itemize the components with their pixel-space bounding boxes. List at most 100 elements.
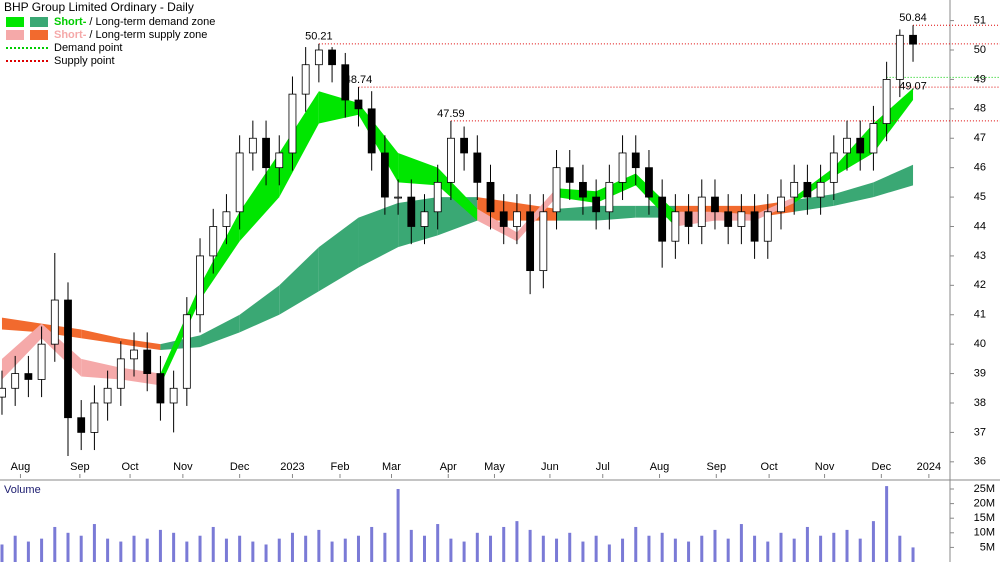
candle-body <box>856 137 865 154</box>
candle-body <box>407 196 416 227</box>
legend-swatch <box>6 30 24 40</box>
candle-body <box>380 152 389 198</box>
candle-body <box>750 211 759 242</box>
candle-body <box>447 137 455 183</box>
volume-bar <box>568 532 572 562</box>
volume-bar <box>541 535 545 562</box>
candle-body <box>579 181 587 198</box>
legend-swatch <box>6 17 24 27</box>
volume-bar <box>700 535 704 562</box>
volume-bar <box>819 535 823 562</box>
long-term-zone <box>556 205 597 221</box>
volume-bar <box>726 538 730 562</box>
volume-bar <box>779 532 783 562</box>
volume-bar <box>224 538 228 562</box>
x-tick-label: Apr <box>440 461 457 473</box>
legend-text: Demand point <box>54 42 123 54</box>
volume-label: Volume <box>4 484 41 496</box>
volume-bar <box>409 529 413 562</box>
candle-body <box>631 152 640 169</box>
volume-bar <box>713 529 717 562</box>
volume-bar <box>594 535 598 562</box>
candle-body <box>869 123 878 154</box>
candle-body <box>645 167 653 198</box>
volume-bar <box>753 535 757 562</box>
long-term-zone <box>358 202 399 268</box>
candle-body <box>314 49 323 66</box>
volume-bar <box>871 521 875 562</box>
volume-bar <box>502 526 506 562</box>
candle-body <box>116 358 125 389</box>
long-term-zone <box>833 182 874 206</box>
volume-bar <box>66 532 70 562</box>
candle-body <box>684 211 693 227</box>
volume-tick-label: 5M <box>980 541 995 553</box>
candle-body <box>658 196 667 242</box>
legend-text: / Long-term supply zone <box>89 29 207 41</box>
volume-bar <box>634 526 638 562</box>
candle-body <box>367 108 376 154</box>
candle-body <box>394 196 402 199</box>
volume-bar <box>26 541 30 562</box>
volume-bar <box>462 541 466 562</box>
y-tick-label: 47 <box>974 132 986 144</box>
volume-bar <box>0 544 4 562</box>
candle-body <box>37 343 46 380</box>
candle-body <box>460 137 469 154</box>
short-term-zone <box>200 211 240 301</box>
short-term-zone <box>279 91 319 198</box>
candle-body <box>90 402 99 433</box>
candle-body <box>235 152 244 213</box>
volume-bar <box>515 521 519 562</box>
y-tick-label: 48 <box>974 103 986 115</box>
candle-body <box>354 99 363 110</box>
volume-bar <box>13 535 17 562</box>
x-tick-label: Sep <box>70 461 90 473</box>
volume-bar <box>581 541 585 562</box>
candle-body <box>499 211 508 227</box>
legend-text: Supply point <box>54 55 115 67</box>
volume-bar <box>396 489 400 562</box>
candle-body <box>671 211 680 242</box>
volume-bar <box>343 538 347 562</box>
volume-bar <box>119 541 123 562</box>
volume-bar <box>264 544 268 562</box>
x-tick-label: Jul <box>596 461 610 473</box>
legend-text: / Long-term demand zone <box>89 16 215 28</box>
candle-body <box>130 349 138 360</box>
chart-title: BHP Group Limited Ordinary - Daily <box>4 0 194 14</box>
candle-body <box>11 373 20 389</box>
volume-bar <box>92 524 96 562</box>
volume-bar <box>290 532 294 562</box>
candle-body <box>724 211 733 227</box>
legend-lead: Short- <box>54 16 87 28</box>
candle-body <box>328 49 336 66</box>
volume-bar <box>317 529 321 562</box>
candle-body <box>618 152 627 183</box>
candle-body <box>262 137 270 169</box>
long-term-zone <box>200 314 240 348</box>
volume-bar <box>198 535 202 562</box>
candle-body <box>895 34 904 80</box>
volume-bar <box>647 535 651 562</box>
long-term-zone <box>279 247 319 315</box>
candle-body <box>843 137 851 154</box>
volume-bar <box>832 532 836 562</box>
volume-bar <box>145 538 149 562</box>
volume-bar <box>304 535 308 562</box>
candle-body <box>539 211 548 272</box>
short-term-zone <box>81 358 121 380</box>
long-term-zone <box>794 194 834 212</box>
long-term-zone <box>239 285 280 333</box>
long-term-zone <box>1 317 42 333</box>
y-tick-label: 46 <box>974 162 986 174</box>
volume-bar <box>172 532 176 562</box>
volume-bar <box>356 535 360 562</box>
volume-bar <box>449 538 453 562</box>
volume-bar <box>911 547 915 562</box>
candle-body <box>486 181 495 213</box>
legend-swatch <box>30 30 48 40</box>
candle-body <box>513 211 521 227</box>
